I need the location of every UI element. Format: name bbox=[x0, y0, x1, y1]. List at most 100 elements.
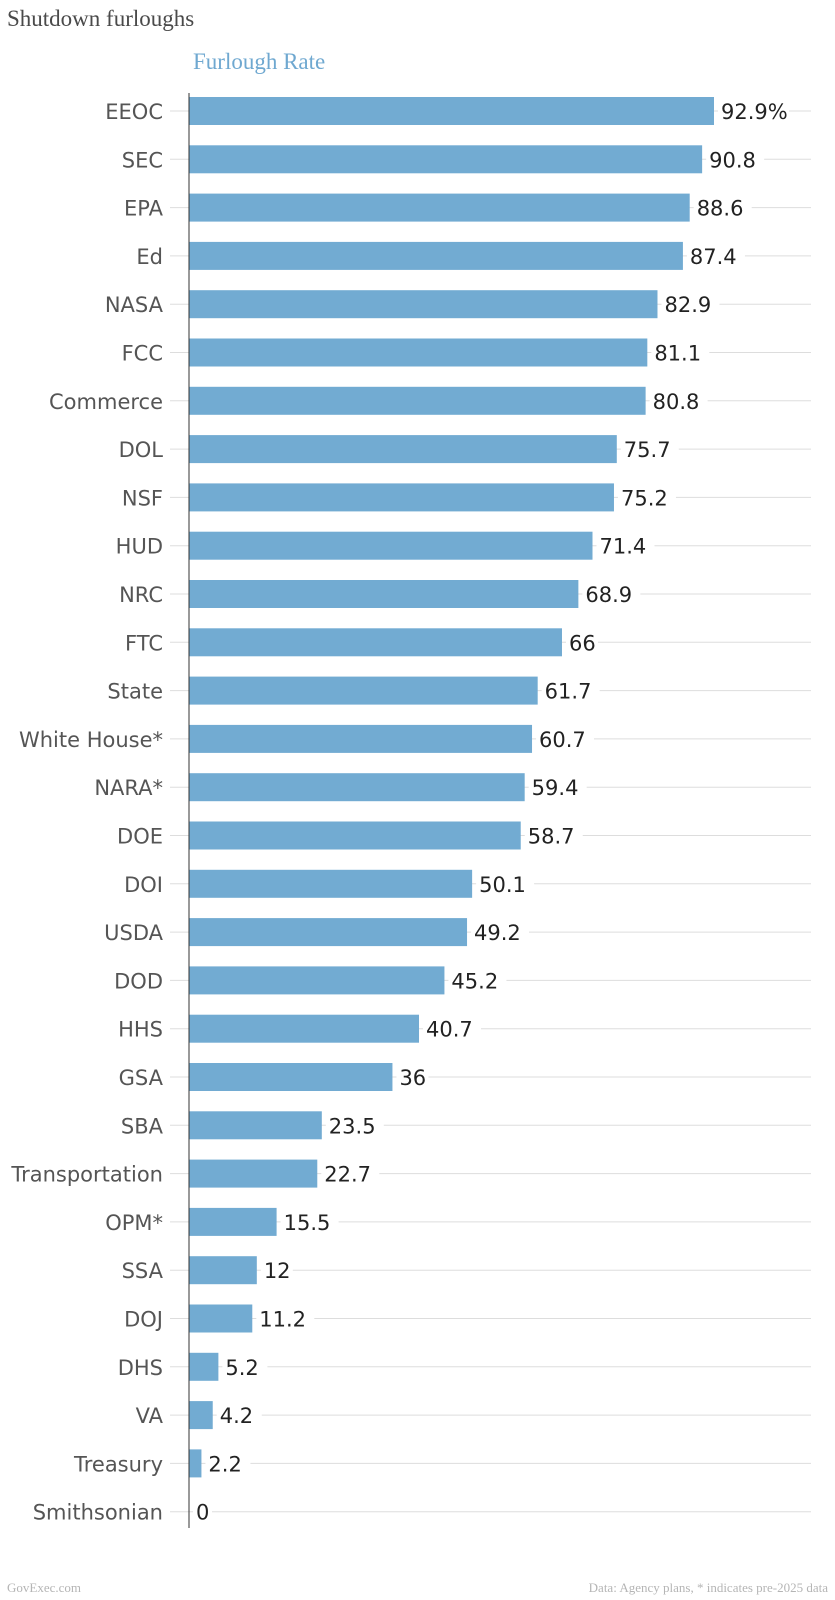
value-label: 60.7 bbox=[539, 728, 586, 752]
bar-dol bbox=[189, 435, 617, 464]
bar-usda bbox=[189, 918, 468, 947]
value-label: 75.2 bbox=[621, 486, 668, 510]
category-label: EEOC bbox=[105, 100, 163, 124]
value-label: 90.8 bbox=[709, 148, 756, 172]
value-label-background bbox=[222, 1353, 268, 1380]
bar-hhs bbox=[189, 1014, 420, 1043]
bar-doj bbox=[189, 1304, 253, 1333]
value-label: 15.5 bbox=[284, 1211, 331, 1235]
value-label-background bbox=[617, 484, 676, 511]
bar-state bbox=[189, 676, 538, 705]
value-label-background bbox=[193, 1498, 212, 1525]
value-label-background bbox=[706, 146, 765, 173]
value-label: 81.1 bbox=[654, 342, 701, 366]
category-label: OPM* bbox=[105, 1211, 163, 1235]
bar-eeoc bbox=[189, 97, 714, 125]
value-label: 71.4 bbox=[599, 535, 646, 559]
category-label: USDA bbox=[104, 921, 164, 945]
value-label-background bbox=[423, 1015, 482, 1042]
category-label: White House* bbox=[19, 728, 163, 752]
category-label: EPA bbox=[124, 197, 164, 221]
value-label-background bbox=[396, 1064, 429, 1090]
bar-transportation bbox=[189, 1159, 318, 1188]
category-label: FTC bbox=[125, 631, 163, 655]
category-label: SBA bbox=[121, 1114, 164, 1138]
bar-sec bbox=[189, 145, 703, 174]
value-label-background bbox=[596, 532, 655, 559]
value-label-background bbox=[205, 1450, 251, 1477]
value-label-background bbox=[448, 967, 507, 994]
category-label: NASA bbox=[105, 293, 164, 317]
bar-white-house bbox=[189, 724, 533, 753]
value-label-background bbox=[528, 774, 587, 801]
category-label: Treasury bbox=[73, 1452, 163, 1476]
value-label-background bbox=[620, 436, 679, 463]
category-label: DOI bbox=[124, 873, 163, 897]
value-label: 5.2 bbox=[225, 1356, 258, 1380]
value-label-background bbox=[649, 387, 708, 414]
bar-nasa bbox=[189, 290, 658, 319]
value-label-background bbox=[565, 629, 598, 656]
series-title: Furlough Rate bbox=[193, 49, 326, 74]
value-label-background bbox=[321, 1160, 380, 1187]
category-label: State bbox=[107, 680, 163, 704]
category-label: DOD bbox=[114, 969, 163, 993]
value-label: 36 bbox=[399, 1066, 426, 1090]
category-label: SSA bbox=[122, 1259, 164, 1283]
value-label-background bbox=[280, 1208, 339, 1235]
bar-treasury bbox=[189, 1449, 202, 1478]
value-label: 45.2 bbox=[451, 969, 498, 993]
category-label: DOJ bbox=[124, 1308, 163, 1332]
category-label: SEC bbox=[122, 148, 163, 172]
value-label: 4.2 bbox=[220, 1404, 253, 1428]
value-label-background bbox=[536, 725, 595, 752]
labels: EEOC 92.9% SEC 90.8 EPA 88.6 Ed 87.4 NASA 82.9 FCC… bbox=[10, 98, 789, 1525]
value-label-background bbox=[582, 581, 641, 607]
value-label: 82.9 bbox=[664, 293, 711, 317]
value-label: 0 bbox=[196, 1501, 209, 1525]
bar-gsa bbox=[189, 1063, 393, 1091]
bar-doi bbox=[189, 869, 473, 898]
category-label: VA bbox=[136, 1404, 164, 1428]
value-label-background bbox=[260, 1257, 293, 1284]
category-label: GSA bbox=[119, 1066, 164, 1090]
bar-nsf bbox=[189, 483, 614, 512]
value-label: 11.2 bbox=[259, 1308, 306, 1332]
bar-ftc bbox=[189, 628, 562, 657]
value-label: 59.4 bbox=[532, 776, 579, 800]
category-label: Commerce bbox=[49, 390, 163, 414]
category-label: FCC bbox=[122, 342, 163, 366]
value-label: 80.8 bbox=[653, 390, 700, 414]
value-label-background bbox=[661, 291, 720, 318]
value-label: 49.2 bbox=[474, 921, 521, 945]
value-label-background bbox=[718, 98, 789, 124]
bar-nara bbox=[189, 773, 525, 802]
value-label: 92.9% bbox=[721, 100, 788, 124]
category-label: Smithsonian bbox=[33, 1501, 163, 1525]
value-label: 68.9 bbox=[585, 583, 632, 607]
category-label: NRC bbox=[119, 583, 163, 607]
category-label: DHS bbox=[118, 1356, 163, 1380]
value-label-background bbox=[541, 677, 600, 704]
footer-source-right: Data: Agency plans, * indicates pre-2025… bbox=[588, 1580, 828, 1595]
bar-ed bbox=[189, 241, 683, 270]
bar-doe bbox=[189, 821, 521, 850]
value-label-background bbox=[256, 1305, 315, 1332]
bar-hud bbox=[189, 531, 593, 560]
value-label: 40.7 bbox=[426, 1018, 473, 1042]
bar-dod bbox=[189, 966, 445, 995]
bar-ssa bbox=[189, 1256, 257, 1285]
value-label: 50.1 bbox=[479, 873, 526, 897]
footer-source-left: GovExec.com bbox=[7, 1580, 82, 1595]
value-label: 66 bbox=[569, 631, 596, 655]
category-label: NARA* bbox=[94, 776, 163, 800]
value-label-background bbox=[651, 339, 710, 366]
value-label: 58.7 bbox=[528, 825, 575, 849]
bar-epa bbox=[189, 193, 690, 222]
value-label: 22.7 bbox=[324, 1163, 371, 1187]
bars bbox=[189, 97, 714, 1478]
bar-opm bbox=[189, 1207, 277, 1236]
bar-dhs bbox=[189, 1352, 219, 1381]
category-label: Ed bbox=[136, 245, 163, 269]
bar-commerce bbox=[189, 386, 646, 415]
